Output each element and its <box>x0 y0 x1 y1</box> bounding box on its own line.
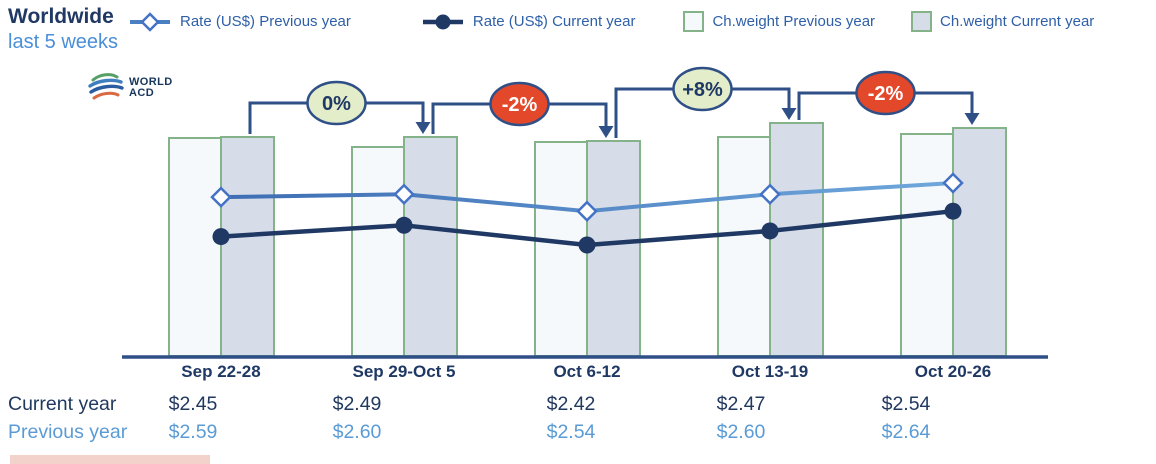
bar-current-year <box>952 127 1007 357</box>
swatch-shaded-icon <box>911 11 933 32</box>
line-diamond-icon <box>130 11 170 32</box>
logo-line1: WORLD <box>129 76 173 88</box>
bottom-cropped-strip <box>10 455 210 464</box>
bar-current-year <box>220 136 275 357</box>
legend-item-chweight-previous-year: Ch.weight Previous year <box>683 11 875 32</box>
circle-marker <box>944 202 962 220</box>
change-badge-label: +8% <box>682 79 723 101</box>
bar-current-year <box>769 122 824 357</box>
swatch-light-icon <box>683 11 705 32</box>
legend-label: Rate (US$) Current year <box>472 13 636 30</box>
bar-current-year <box>586 140 641 357</box>
legend-label: Ch.weight Previous year <box>712 13 876 30</box>
diamond-marker <box>210 186 232 208</box>
page-title: Worldwide <box>8 5 114 28</box>
change-badge-label: -2% <box>868 83 904 105</box>
legend-item-rate-previous-year: Rate (US$) Previous year <box>128 11 351 32</box>
change-badge <box>855 70 916 116</box>
diamond-marker <box>393 183 415 206</box>
page-subtitle: last 5 weeks <box>8 31 119 53</box>
bar-prev-year <box>168 137 222 357</box>
change-badge-label: -2% <box>502 94 538 116</box>
bar-prev-year <box>717 136 771 357</box>
arrow-down-icon <box>598 126 614 138</box>
legend-label: Ch.weight Current year <box>940 13 1095 30</box>
bar-prev-year <box>534 141 588 357</box>
circle-marker <box>761 222 779 240</box>
legend: Rate (US$) Previous year Rate (US$) Curr… <box>128 11 1094 32</box>
arrow-down-icon <box>964 113 980 125</box>
circle-marker <box>395 216 413 234</box>
change-badge <box>489 81 550 127</box>
diamond-marker <box>759 183 781 206</box>
bar-prev-year <box>351 146 405 357</box>
logo-line2: ACD <box>129 87 155 99</box>
diamond-marker <box>942 172 964 194</box>
legend-item-rate-current-year: Rate (US$) Current year <box>421 12 636 32</box>
logo-text: WORLD ACD <box>129 77 173 99</box>
line-circle-icon <box>422 14 463 29</box>
circle-marker <box>212 228 230 246</box>
arrow-down-icon <box>781 108 797 120</box>
legend-item-chweight-current-year: Ch.weight Current year <box>911 11 1094 32</box>
legend-label: Rate (US$) Previous year <box>180 13 351 30</box>
change-badge-label: 0% <box>322 93 351 115</box>
circle-marker <box>578 236 596 254</box>
world-acd-logo: WORLD ACD <box>86 72 173 104</box>
bar-prev-year <box>900 133 954 357</box>
change-badge <box>672 66 733 112</box>
change-badge <box>306 80 367 126</box>
diamond-marker <box>576 200 598 222</box>
globe-icon <box>88 73 124 100</box>
arrow-down-icon <box>415 122 431 134</box>
bar-current-year <box>403 136 458 357</box>
